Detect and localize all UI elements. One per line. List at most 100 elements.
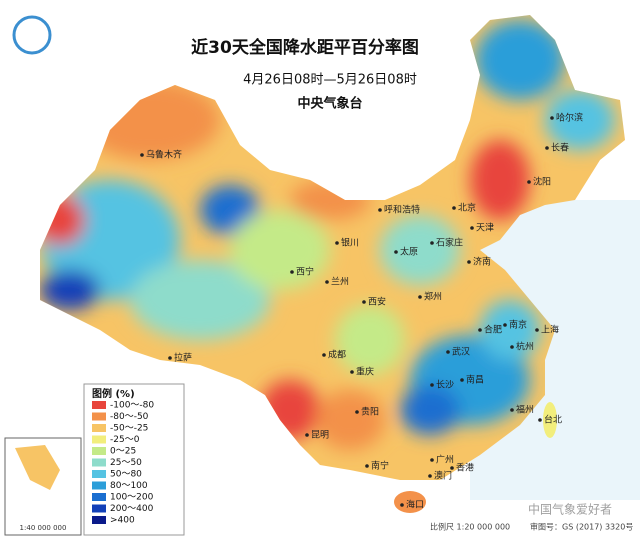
city-label: 长沙 xyxy=(436,379,454,391)
city-label: 重庆 xyxy=(356,366,374,378)
city-label: 成都 xyxy=(328,349,346,361)
city-label: 拉萨 xyxy=(174,352,192,364)
legend-label: 80～100 xyxy=(110,481,148,491)
city-dot xyxy=(446,350,450,354)
city-label: 贵阳 xyxy=(361,406,379,418)
city-label: 合肥 xyxy=(484,324,502,336)
title: 近30天全国降水距平百分率图 xyxy=(191,37,419,58)
city-dot xyxy=(365,464,369,468)
city-label: 海口 xyxy=(406,499,424,511)
city-dot xyxy=(350,370,354,374)
city-dot xyxy=(550,116,554,120)
city-dot xyxy=(430,383,434,387)
city-label: 石家庄 xyxy=(436,237,463,249)
city-dot xyxy=(400,503,404,507)
city-dot xyxy=(535,328,539,332)
logo xyxy=(12,15,52,55)
city-dot xyxy=(140,153,144,157)
city-label: 香港 xyxy=(456,462,474,474)
city-label: 兰州 xyxy=(331,276,349,288)
city-dot xyxy=(503,323,507,327)
legend-label: 100～200 xyxy=(110,493,154,503)
legend-label: -25～0 xyxy=(110,435,140,445)
city-dot xyxy=(355,410,359,414)
city-label: 昆明 xyxy=(311,430,329,441)
city-label: 太原 xyxy=(400,246,418,258)
city-label: 南宁 xyxy=(371,460,389,472)
city-dot xyxy=(362,300,366,304)
city-dot xyxy=(460,378,464,382)
inset-land xyxy=(15,445,60,490)
city-label: 天津 xyxy=(476,223,494,234)
city-dot xyxy=(290,270,294,274)
city-label: 呼和浩特 xyxy=(384,204,420,216)
legend-swatch xyxy=(92,493,106,501)
city-label: 西安 xyxy=(368,296,386,308)
city-dot xyxy=(538,418,542,422)
legend-swatch xyxy=(92,401,106,409)
city-label: 上海 xyxy=(541,324,559,336)
city-label: 台北 xyxy=(544,414,562,426)
city-label: 乌鲁木齐 xyxy=(146,149,182,161)
issuer: 中央气象台 xyxy=(297,96,362,112)
legend-swatch xyxy=(92,458,106,467)
inset-scale: 1:40 000 000 xyxy=(20,524,67,532)
city-label: 西宁 xyxy=(296,266,314,278)
city-dot xyxy=(510,345,514,349)
legend-label: 0～25 xyxy=(110,447,136,457)
legend-label: >400 xyxy=(110,516,135,526)
legend-label: -100～-80 xyxy=(110,401,154,411)
legend-swatch xyxy=(92,470,106,478)
city-dot xyxy=(325,280,329,284)
taiwan xyxy=(543,402,557,438)
city-label: 银川 xyxy=(341,237,359,249)
city-label: 广州 xyxy=(436,454,454,466)
city-label: 南昌 xyxy=(466,374,484,386)
city-label: 武汉 xyxy=(452,346,470,358)
city-dot xyxy=(418,295,422,299)
legend-label: 25～50 xyxy=(110,458,142,468)
city-dot xyxy=(430,241,434,245)
city-dot xyxy=(470,226,474,230)
footer-scale: 比例尺 1:20 000 000 xyxy=(430,522,510,532)
city-label: 哈尔滨 xyxy=(556,112,583,124)
city-dot xyxy=(378,208,382,212)
legend-swatch xyxy=(92,435,106,444)
city-dot xyxy=(394,250,398,254)
city-dot xyxy=(452,206,456,210)
legend-swatch xyxy=(92,504,106,513)
footer-approval: 审图号：GS (2017) 3320号 xyxy=(530,522,633,532)
legend-label: -50～-25 xyxy=(110,424,148,434)
city-label: 福州 xyxy=(516,404,534,416)
city-dot xyxy=(168,356,172,360)
subtitle: 4月26日08时—5月26日08时 xyxy=(243,73,417,88)
city-label: 南京 xyxy=(509,319,527,331)
legend-swatch xyxy=(92,516,106,524)
city-dot xyxy=(450,466,454,470)
watermark: 中国气象爱好者 xyxy=(528,502,612,517)
city-label: 济南 xyxy=(473,256,491,268)
city-dot xyxy=(428,474,432,478)
city-dot xyxy=(322,353,326,357)
legend-label: 50～80 xyxy=(110,470,142,480)
city-dot xyxy=(467,260,471,264)
legend-swatch xyxy=(92,447,106,455)
legend-label: -80～-50 xyxy=(110,412,149,422)
legend-label: 200～400 xyxy=(110,504,154,514)
city-label: 澳门 xyxy=(434,470,452,482)
legend-swatch xyxy=(92,424,106,432)
city-dot xyxy=(478,328,482,332)
legend-title: 图例 (%) xyxy=(92,387,135,400)
city-dot xyxy=(430,458,434,462)
city-dot xyxy=(510,408,514,412)
hainan xyxy=(394,491,426,513)
city-label: 郑州 xyxy=(424,291,442,303)
city-dot xyxy=(305,433,309,437)
legend-swatch xyxy=(92,481,106,490)
city-label: 北京 xyxy=(458,202,476,214)
city-label: 长春 xyxy=(551,142,569,154)
city-dot xyxy=(335,241,339,245)
city-dot xyxy=(527,180,531,184)
city-label: 沈阳 xyxy=(533,176,551,188)
